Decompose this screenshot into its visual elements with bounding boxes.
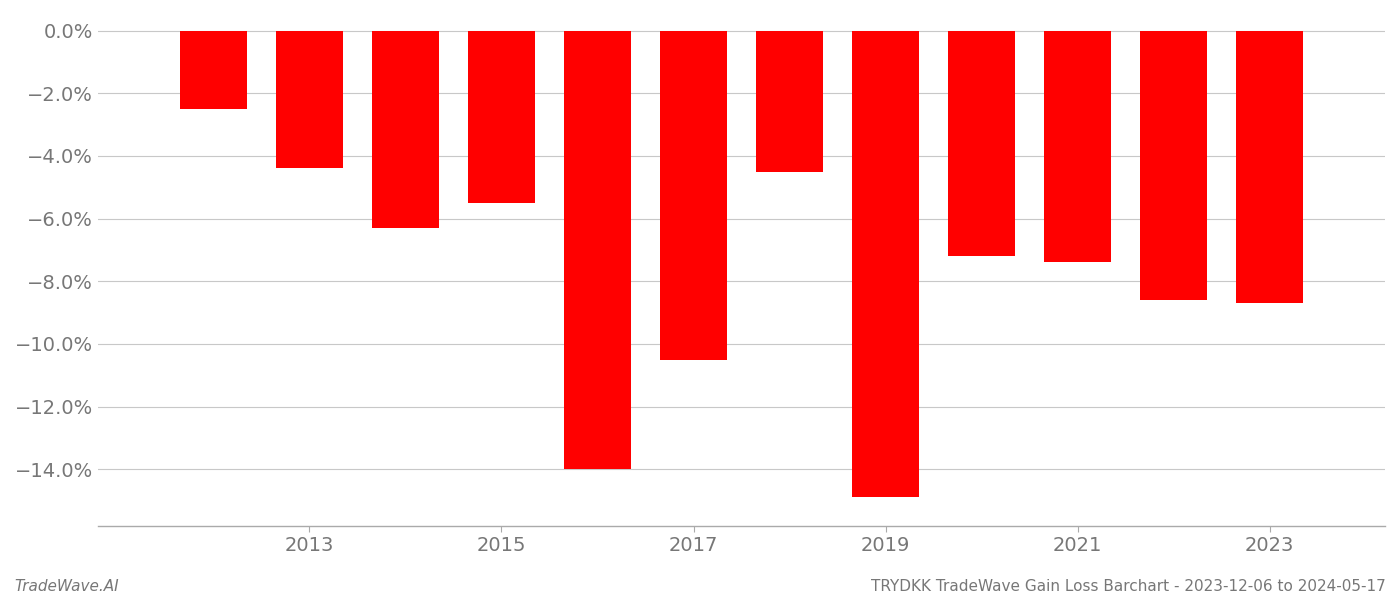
Bar bbox=[756, 31, 823, 172]
Bar bbox=[1140, 31, 1207, 300]
Bar bbox=[564, 31, 631, 469]
Bar bbox=[948, 31, 1015, 256]
Text: TradeWave.AI: TradeWave.AI bbox=[14, 579, 119, 594]
Bar bbox=[372, 31, 440, 228]
Text: TRYDKK TradeWave Gain Loss Barchart - 2023-12-06 to 2024-05-17: TRYDKK TradeWave Gain Loss Barchart - 20… bbox=[871, 579, 1386, 594]
Bar bbox=[179, 31, 246, 109]
Bar bbox=[276, 31, 343, 169]
Bar bbox=[853, 31, 920, 497]
Bar bbox=[1236, 31, 1303, 303]
Bar bbox=[659, 31, 727, 359]
Bar bbox=[1044, 31, 1112, 262]
Bar bbox=[468, 31, 535, 203]
